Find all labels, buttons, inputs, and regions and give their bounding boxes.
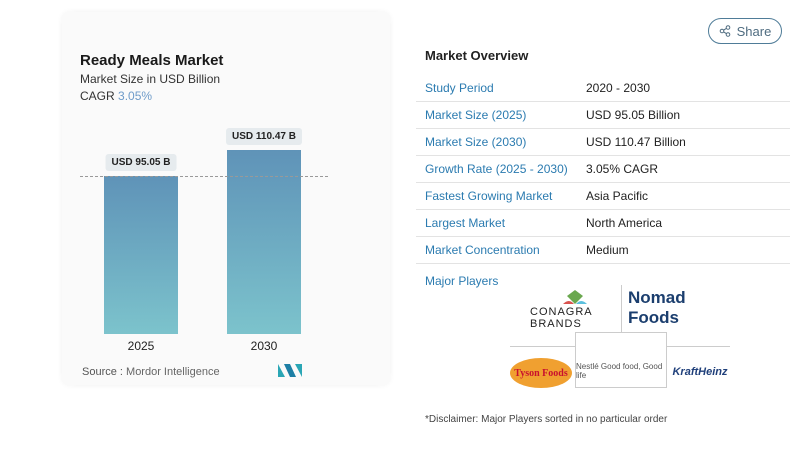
row-value: Medium — [586, 243, 629, 257]
bar-2025 — [104, 176, 178, 334]
logo-conagra: CONAGRA BRANDS — [530, 285, 620, 335]
share-button[interactable]: Share — [708, 18, 782, 44]
row-label: Fastest Growing Market — [425, 189, 553, 203]
x-tick-label: 2030 — [250, 339, 278, 353]
cagr-label: CAGR — [80, 89, 115, 103]
row-label: Growth Rate (2025 - 2030) — [425, 162, 568, 176]
chart-subtitle: Market Size in USD Billion — [80, 72, 221, 86]
mordor-logo-icon — [278, 364, 302, 377]
overview-row: Study Period 2020 - 2030 — [416, 75, 790, 102]
bar-2030 — [227, 150, 301, 334]
overview-row: Growth Rate (2025 - 2030) 3.05% CAGR — [416, 156, 790, 183]
source-value: Mordor Intelligence — [126, 366, 220, 378]
overview-row: Market Concentration Medium — [416, 237, 790, 264]
row-value: USD 95.05 Billion — [586, 108, 681, 122]
cagr-value: 3.05% — [118, 89, 153, 103]
overview-row: Largest Market North America — [416, 210, 790, 237]
row-label: Market Concentration — [425, 243, 540, 257]
row-label: Market Size (2025) — [425, 108, 527, 122]
share-icon — [719, 25, 730, 37]
overview-row: Market Size (2030) USD 110.47 Billion — [416, 129, 790, 156]
source-label: Source : — [82, 366, 123, 378]
chart-title: Ready Meals Market — [80, 52, 224, 69]
reference-line — [80, 176, 328, 177]
row-label: Market Size (2030) — [425, 135, 527, 149]
source: Source : Mordor Intelligence — [82, 366, 220, 378]
overview-row: Market Size (2025) USD 95.05 Billion — [416, 102, 790, 129]
row-value: 3.05% CAGR — [586, 162, 659, 176]
row-label: Largest Market — [425, 216, 506, 230]
share-label: Share — [736, 23, 772, 39]
conagra-leaf-icon — [563, 290, 587, 304]
logo-kraft-heinz: KraftHeinz — [672, 366, 728, 378]
data-label: USD 95.05 B — [105, 154, 177, 171]
divider — [621, 285, 622, 332]
row-value: 2020 - 2030 — [586, 81, 651, 95]
data-label: USD 110.47 B — [226, 128, 302, 146]
row-value: USD 110.47 Billion — [586, 135, 686, 149]
row-label: Study Period — [425, 81, 494, 95]
market-overview-title: Market Overview — [425, 48, 529, 63]
disclaimer: *Disclaimer: Major Players sorted in no … — [425, 414, 668, 425]
overview-row: Fastest Growing Market Asia Pacific — [416, 183, 790, 210]
row-value: North America — [586, 216, 663, 230]
cagr: CAGR 3.05% — [80, 89, 152, 103]
x-tick-label: 2025 — [127, 339, 155, 353]
logo-nomad-foods: Nomad Foods — [628, 288, 686, 327]
major-players-title: Major Players — [425, 274, 499, 288]
logo-tyson-foods: Tyson Foods — [510, 358, 572, 388]
logo-nestle: Nestlé Good food, Good life — [575, 332, 667, 388]
row-value: Asia Pacific — [586, 189, 649, 203]
